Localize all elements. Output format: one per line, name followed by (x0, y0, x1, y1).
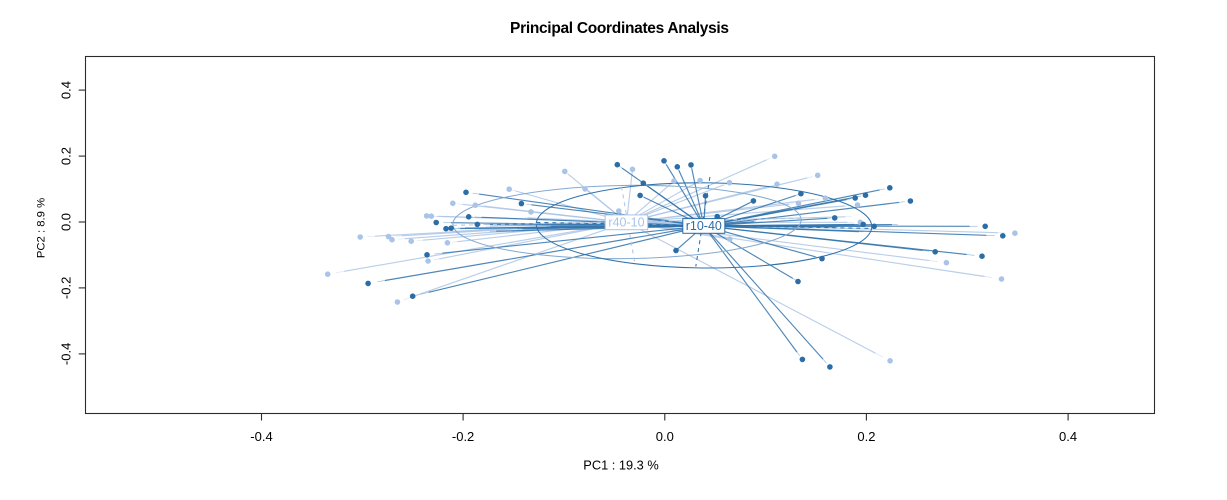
svg-text:PC2 : 8.9 %: PC2 : 8.9 % (36, 198, 48, 258)
svg-text:0.0: 0.0 (59, 213, 74, 231)
svg-text:0.2: 0.2 (857, 429, 875, 444)
svg-text:-0.4: -0.4 (59, 343, 74, 365)
svg-text:-0.4: -0.4 (250, 429, 272, 444)
svg-text:0.4: 0.4 (1059, 429, 1077, 444)
svg-text:0.0: 0.0 (656, 429, 674, 444)
svg-text:-0.2: -0.2 (59, 277, 74, 299)
svg-text:r10-40: r10-40 (686, 219, 722, 233)
svg-text:r40-10: r40-10 (608, 216, 644, 230)
svg-text:0.4: 0.4 (59, 81, 74, 99)
svg-text:0.2: 0.2 (59, 147, 74, 165)
svg-text:PC1 : 19.3 %: PC1 : 19.3 % (583, 457, 658, 472)
svg-text:Principal Coordinates Analysis: Principal Coordinates Analysis (510, 20, 729, 37)
svg-text:-0.2: -0.2 (452, 429, 474, 444)
